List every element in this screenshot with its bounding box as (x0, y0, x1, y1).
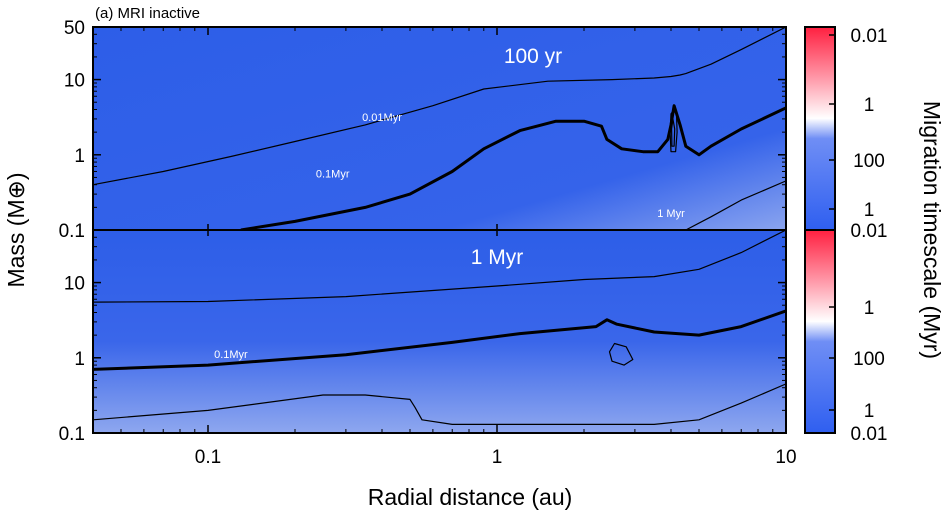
colorbar-tick-label-7: 1 (864, 401, 875, 422)
x-tick-label-2: 10 (775, 447, 796, 468)
contour-line-1-0 (93, 230, 786, 303)
colorbar-label: Migration timescale (Myr) (919, 101, 945, 359)
panel-frame-bottom (92, 229, 787, 434)
contour-line-0-2 (685, 180, 786, 230)
contour-label-0-0: 0.01Myr (362, 112, 402, 124)
colorbar-tick-label-8: 0.01 (851, 424, 888, 445)
x-tick-label-1: 1 (492, 447, 503, 468)
colorbar-tick-label-1: 1 (864, 95, 875, 116)
contour-line-0-3 (669, 108, 678, 153)
panel-title-bottom: 1 Myr (471, 246, 524, 269)
colorbar-tick-label-4: 0.01 (851, 221, 888, 242)
y-tick-label-1-1: 1 (74, 349, 85, 370)
contour-line-1-1 (93, 309, 786, 371)
contours-panel-top (93, 27, 786, 230)
colorbar-tick-label-5: 1 (864, 298, 875, 319)
contour-line-1-3 (93, 383, 786, 425)
contour-labels: 0.01Myr 0.1Myr 1 Myr 0.1Myr (214, 112, 685, 361)
contours-panel-bottom (93, 230, 786, 425)
colorbar-tick-label-0: 0.01 (851, 26, 888, 47)
colorbar-tick-label-3: 1 (864, 200, 875, 221)
colorbar-tick-label-6: 100 (853, 349, 885, 370)
colorbar-tick-label-2: 100 (853, 151, 885, 172)
contour-line-1-2 (608, 342, 634, 366)
contour-label-0-2: 1 Myr (657, 208, 685, 220)
contour-label-1-0: 0.1Myr (214, 349, 248, 361)
figure-label: (a) MRI inactive (95, 5, 200, 22)
y-tick-label-1-2: 10 (64, 274, 85, 295)
colorbar-top (804, 26, 836, 231)
contour-label-0-1: 0.1Myr (316, 168, 350, 180)
y-tick-label-1-0: 0.1 (59, 424, 85, 445)
x-axis-label: Radial distance (au) (368, 484, 573, 510)
contour-line-0-4 (671, 118, 676, 147)
contour-line-0-1 (240, 104, 786, 230)
panel-title-top: 100 yr (504, 45, 562, 68)
y-axis-label: Mass (M⊕) (3, 172, 29, 287)
y-tick-label-0-2: 10 (64, 71, 85, 92)
colorbar-bottom (804, 229, 836, 434)
x-tick-label-0: 0.1 (195, 447, 221, 468)
y-tick-label-0-3: 50 (64, 18, 85, 39)
contour-line-0-0 (93, 27, 786, 186)
heatmap-panel-bottom (93, 230, 786, 433)
y-tick-label-0-0: 0.1 (59, 221, 85, 242)
y-tick-label-0-1: 1 (74, 146, 85, 167)
axis-ticks: 0.1 1 10 0.1 1 10 50 0.1 1 10 (59, 18, 797, 468)
